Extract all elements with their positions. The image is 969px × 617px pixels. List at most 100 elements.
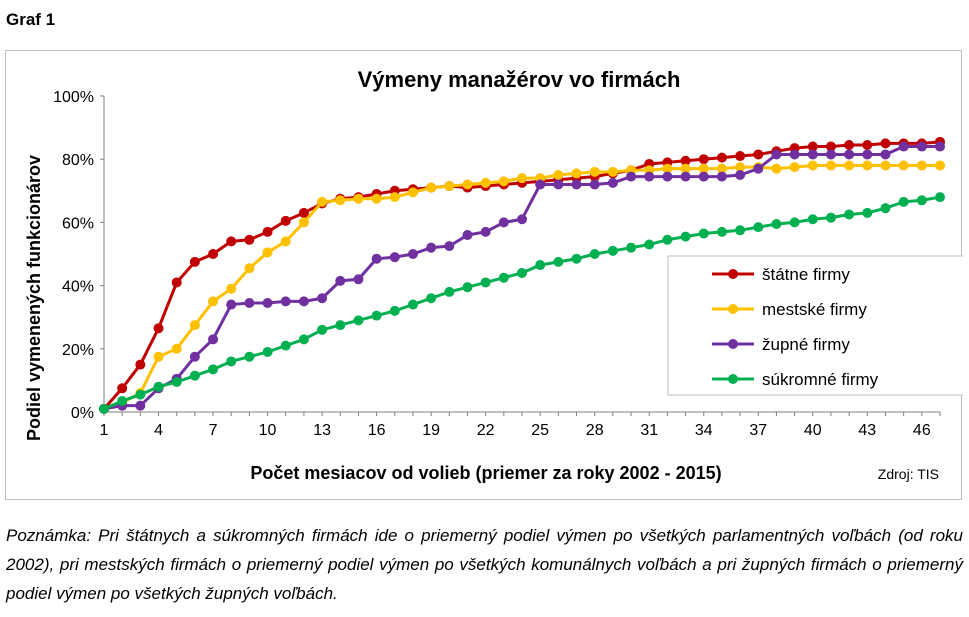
data-point: [662, 171, 673, 182]
data-point: [571, 179, 582, 190]
data-point: [335, 195, 346, 206]
data-point: [607, 245, 618, 256]
data-point: [262, 346, 273, 357]
data-point: [371, 310, 382, 321]
data-point: [789, 162, 800, 173]
data-point: [389, 252, 400, 263]
data-point: [916, 141, 927, 152]
footnote: Poznámka: Pri štátnych a súkromných firm…: [6, 526, 963, 603]
data-point: [807, 149, 818, 160]
axes: 0% 20% 40% 60% 80% 100% 1 4 7 10 13 16 19 22 25 28 31 34 3…: [53, 89, 941, 439]
legend-label: mestské firmy: [762, 300, 867, 319]
data-point: [171, 277, 182, 288]
data-point: [208, 296, 219, 307]
data-point: [880, 203, 891, 214]
data-point: [353, 193, 364, 204]
data-point: [589, 249, 600, 259]
data-point: [171, 376, 182, 387]
data-point: [462, 230, 473, 241]
data-point: [335, 275, 346, 286]
x-tick-label: 43: [858, 422, 876, 439]
data-point: [407, 187, 418, 198]
data-point: [517, 173, 527, 184]
data-point: [607, 177, 618, 188]
data-point: [589, 179, 600, 190]
data-point: [208, 364, 219, 375]
data-point: [553, 256, 564, 267]
data-point: [698, 171, 709, 182]
data-point: [298, 207, 309, 218]
series-2: [99, 160, 945, 414]
legend-swatch-marker: [728, 374, 738, 384]
data-point: [807, 141, 818, 152]
data-point: [771, 163, 782, 174]
data-point: [517, 267, 527, 278]
data-point: [844, 149, 855, 160]
x-tick-label: 34: [695, 422, 713, 439]
legend-label: župné firmy: [762, 335, 850, 354]
data-point: [844, 209, 855, 220]
data-point: [117, 383, 128, 394]
data-point: [771, 149, 782, 160]
legend-swatch-marker: [728, 304, 738, 314]
data-point: [825, 160, 836, 171]
data-point: [880, 160, 891, 171]
data-point: [898, 196, 909, 207]
data-point: [571, 168, 582, 179]
legend: štátne firmy mestské firmy župné firmy súkr…: [667, 255, 963, 396]
data-point: [789, 149, 800, 160]
data-point: [371, 193, 382, 204]
chart-frame: Výmeny manažérov vo firmách 0% 20% 40% 60% 8…: [5, 50, 963, 500]
data-point: [553, 179, 564, 190]
data-point: [825, 141, 836, 152]
x-tick-label: 40: [804, 422, 822, 439]
data-point: [371, 253, 382, 264]
data-point: [280, 215, 291, 226]
data-point: [426, 293, 437, 304]
x-tick-label: 25: [531, 422, 549, 439]
data-point: [335, 320, 346, 331]
data-point: [426, 242, 437, 253]
data-point: [298, 217, 309, 228]
data-point: [844, 160, 855, 171]
data-point: [716, 171, 727, 182]
line-chart: Výmeny manažérov vo firmách 0% 20% 40% 60% 8…: [24, 67, 963, 483]
series-layer: [99, 136, 945, 414]
data-point: [753, 163, 764, 174]
data-point: [135, 400, 146, 411]
data-point: [298, 296, 309, 307]
data-point: [935, 192, 945, 203]
chart-title: Výmeny manažérov vo firmách: [358, 67, 681, 92]
data-point: [644, 239, 655, 250]
data-point: [317, 324, 328, 335]
data-point: [244, 234, 255, 245]
data-point: [535, 179, 546, 190]
data-point: [280, 340, 291, 351]
x-tick-label: 37: [749, 422, 767, 439]
data-point: [880, 138, 891, 149]
data-point: [862, 139, 873, 150]
data-point: [916, 160, 927, 171]
data-point: [153, 351, 164, 362]
data-point: [153, 381, 164, 392]
data-point: [789, 217, 800, 228]
data-point: [462, 282, 473, 293]
x-tick-label: 16: [368, 422, 386, 439]
data-point: [680, 163, 691, 174]
data-point: [662, 234, 673, 245]
data-point: [262, 226, 273, 237]
data-point: [389, 192, 400, 203]
data-point: [898, 160, 909, 171]
legend-swatch-marker: [728, 339, 738, 349]
data-point: [389, 305, 400, 316]
data-point: [698, 154, 709, 165]
data-point: [807, 214, 818, 225]
x-tick-label: 1: [100, 422, 109, 439]
data-point: [935, 160, 945, 171]
x-axis-label: Počet mesiacov od volieb (priemer za rok…: [250, 463, 721, 483]
data-point: [117, 395, 128, 406]
y-axis-label: Podiel vymenených funkcionárov: [24, 155, 44, 441]
data-point: [298, 334, 309, 345]
data-point: [262, 247, 273, 258]
data-point: [825, 149, 836, 160]
